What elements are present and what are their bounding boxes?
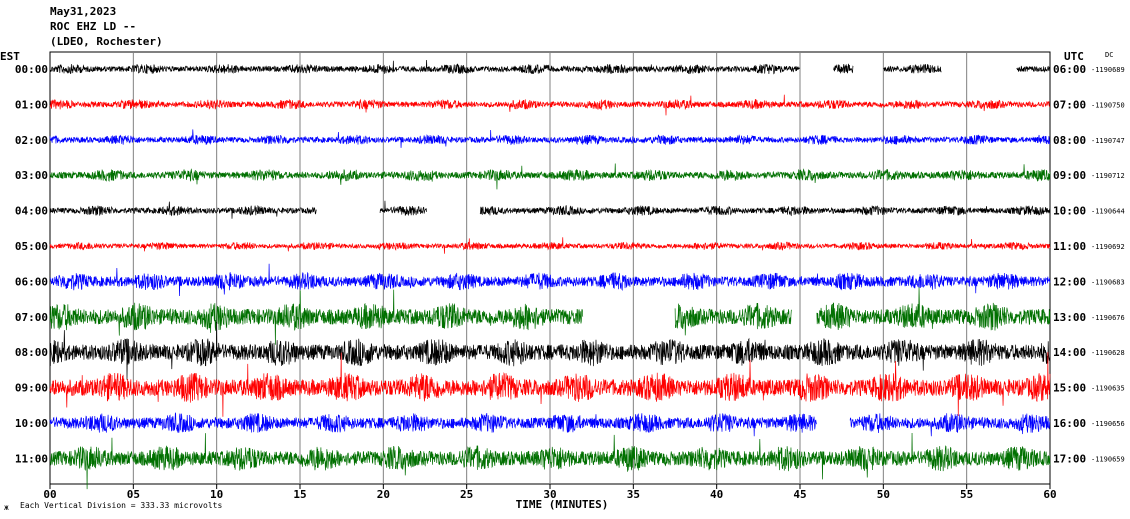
dc-offset-label: -1190644 xyxy=(1091,208,1125,216)
dc-offset-label: -1190750 xyxy=(1091,101,1125,109)
trace-line xyxy=(49,287,1051,345)
est-label: EST xyxy=(0,50,20,63)
trace-line xyxy=(49,60,1051,75)
x-tick-label: 40 xyxy=(710,488,723,501)
est-time-label: 09:00 xyxy=(15,382,48,395)
est-time-label: 08:00 xyxy=(15,346,48,359)
dc-offset-label: -1190659 xyxy=(1091,455,1125,463)
est-time-label: 11:00 xyxy=(15,452,48,465)
utc-time-label: 13:00 xyxy=(1053,311,1086,324)
utc-time-label: 15:00 xyxy=(1053,382,1086,395)
x-tick-label: 10 xyxy=(210,488,223,501)
utc-time-label: 16:00 xyxy=(1053,417,1086,430)
dc-offset-label: -1190635 xyxy=(1091,385,1125,393)
scale-label: Each Vertical Division = 333.33 microvol… xyxy=(20,501,222,510)
est-time-label: 04:00 xyxy=(15,205,48,218)
trace-line xyxy=(49,129,1051,148)
trace-line xyxy=(49,237,1051,254)
est-time-label: 01:00 xyxy=(15,98,48,111)
x-tick-label: 15 xyxy=(293,488,306,501)
est-time-label: 07:00 xyxy=(15,311,48,324)
utc-time-label: 11:00 xyxy=(1053,240,1086,253)
utc-time-label: 08:00 xyxy=(1053,134,1086,147)
trace-rows xyxy=(49,60,1051,490)
dc-offset-label: -1190676 xyxy=(1091,314,1125,322)
dc-offset-label: -1190683 xyxy=(1091,278,1125,286)
utc-time-label: 07:00 xyxy=(1053,98,1086,111)
trace-line xyxy=(49,263,1051,296)
trace-line xyxy=(49,163,1051,190)
est-time-label: 02:00 xyxy=(15,134,48,147)
trace-line xyxy=(49,94,1051,116)
x-axis-label: TIME (MINUTES) xyxy=(516,498,609,511)
x-tick-label: 60 xyxy=(1043,488,1056,501)
x-axis-ticks xyxy=(49,52,1051,489)
trace-line xyxy=(49,412,1051,437)
est-time-label: 10:00 xyxy=(15,417,48,430)
dc-label: DC xyxy=(1105,51,1113,59)
utc-label: UTC xyxy=(1064,50,1084,63)
footer-mark: ж xyxy=(4,503,9,512)
x-tick-label: 35 xyxy=(627,488,640,501)
utc-time-label: 06:00 xyxy=(1053,63,1086,76)
x-tick-label: 50 xyxy=(877,488,890,501)
station-label: ROC EHZ LD -- xyxy=(50,20,137,33)
dc-offset-label: -1190692 xyxy=(1091,243,1125,251)
trace-line xyxy=(49,200,1051,219)
x-tick-label: 05 xyxy=(127,488,140,501)
est-time-label: 05:00 xyxy=(15,240,48,253)
x-tick-label: 20 xyxy=(377,488,390,501)
trace-line xyxy=(49,432,1051,490)
dc-offset-label: -1190656 xyxy=(1091,420,1125,428)
x-tick-label: 25 xyxy=(460,488,473,501)
x-tick-label: 55 xyxy=(960,488,973,501)
location-label: (LDEO, Rochester) xyxy=(50,35,163,48)
dc-offset-label: -1190689 xyxy=(1091,66,1125,74)
utc-time-label: 09:00 xyxy=(1053,169,1086,182)
utc-time-label: 17:00 xyxy=(1053,452,1086,465)
est-time-label: 03:00 xyxy=(15,169,48,182)
date-label: May31,2023 xyxy=(50,5,117,18)
utc-time-label: 14:00 xyxy=(1053,346,1086,359)
trace-line xyxy=(49,352,1051,417)
dc-offset-label: -1190712 xyxy=(1091,172,1125,180)
est-time-label: 00:00 xyxy=(15,63,48,76)
utc-time-label: 10:00 xyxy=(1053,205,1086,218)
dc-offset-label: -1190628 xyxy=(1091,349,1125,357)
utc-time-label: 12:00 xyxy=(1053,275,1086,288)
est-time-label: 06:00 xyxy=(15,275,48,288)
x-tick-label: 00 xyxy=(43,488,56,501)
x-tick-label: 45 xyxy=(793,488,806,501)
dc-offset-label: -1190747 xyxy=(1091,137,1125,145)
trace-line xyxy=(49,321,1051,380)
x-tick-label: 30 xyxy=(543,488,556,501)
